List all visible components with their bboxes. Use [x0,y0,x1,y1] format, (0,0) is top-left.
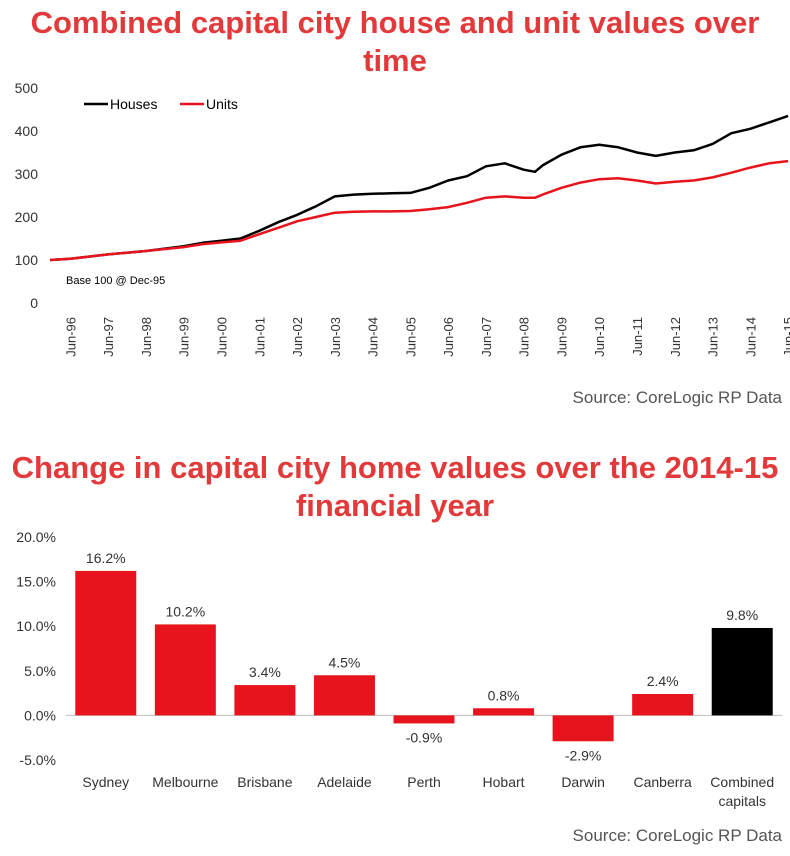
x-tick-label: Jun-09 [554,317,569,357]
y-tick-label: 300 [15,166,39,182]
data-label: 3.4% [249,664,281,680]
x-tick-label: Jun-03 [328,317,343,357]
x-tick-label: Jun-97 [101,317,116,357]
category-label: Darwin [561,774,605,790]
y-tick-label: 500 [15,80,39,96]
y-tick-label: 5.0% [24,663,56,679]
legend-label: Units [206,96,238,112]
bar-perth [393,715,455,724]
category-label: Sydney [82,774,129,790]
data-label: 4.5% [328,654,360,670]
y-tick-label: 400 [15,123,39,139]
bar-brisbane [234,685,296,716]
y-tick-label: 10.0% [16,618,56,634]
bar-darwin [552,715,614,742]
data-label: -2.9% [565,747,602,763]
line-chart: 0 100 200 300 400 500 Jun-96 Jun-97 Jun-98 Jun-99… [15,80,790,357]
bar-canberra [632,693,694,716]
x-tick-label: Jun-10 [592,317,607,357]
x-tick-label: Jun-11 [630,317,645,356]
data-label: 2.4% [647,673,679,689]
bar-chart-source: Source: CoreLogic RP Data [572,826,782,845]
y-tick-label: 200 [15,209,39,225]
category-label: Brisbane [237,774,292,790]
x-tick-label: Jun-04 [366,317,381,357]
series-line-houses [49,114,789,262]
x-tick-label: Jun-06 [441,317,456,357]
bar-adelaide [313,675,375,716]
y-tick-label: 15.0% [16,574,56,590]
category-label: Melbourne [152,774,218,790]
line-chart-title: Combined capital city house and unit val… [30,5,760,78]
series-line-units [49,159,789,262]
line-chart-source: Source: CoreLogic RP Data [572,388,782,407]
legend-label: Houses [110,96,157,112]
y-tick-label: 0.0% [24,707,56,723]
x-tick-label: Jun-96 [63,317,78,357]
data-label: 0.8% [488,687,520,703]
category-label: Combined [710,774,774,790]
x-tick-label: Jun-12 [668,317,683,357]
y-tick-label: -5.0% [19,752,56,768]
bar-hobart [473,708,535,716]
data-label: 10.2% [165,603,205,619]
bar-sydney [75,570,137,716]
data-label: 9.8% [726,607,758,623]
category-label: capitals [718,793,765,809]
x-tick-label: Jun-08 [517,317,532,357]
x-tick-label: Jun-05 [403,317,418,357]
x-tick-label: Jun-99 [177,317,192,357]
data-label: 16.2% [86,550,126,566]
data-label: -0.9% [406,729,443,745]
x-tick-label: Jun-14 [743,317,758,357]
x-tick-label: Jun-00 [214,317,229,357]
category-label: Canberra [633,774,692,790]
bar-melbourne [154,624,216,716]
x-tick-label: Jun-98 [139,317,154,357]
x-tick-label: Jun-01 [252,317,267,357]
bar-chart-title: Change in capital city home values over … [11,450,779,523]
y-tick-label: 20.0% [16,529,56,545]
category-label: Perth [407,774,440,790]
x-tick-label: Jun-07 [479,317,494,357]
category-label: Hobart [483,774,525,790]
base-annotation: Base 100 @ Dec-95 [66,275,166,287]
x-tick-label: Jun-02 [290,317,305,357]
x-tick-label: Jun-15 [781,317,790,357]
y-tick-label: 0 [30,295,38,311]
x-tick-label: Jun-13 [706,317,721,357]
bar-combined-capitals [711,627,773,716]
y-tick-label: 100 [15,252,39,268]
category-label: Adelaide [317,774,372,790]
